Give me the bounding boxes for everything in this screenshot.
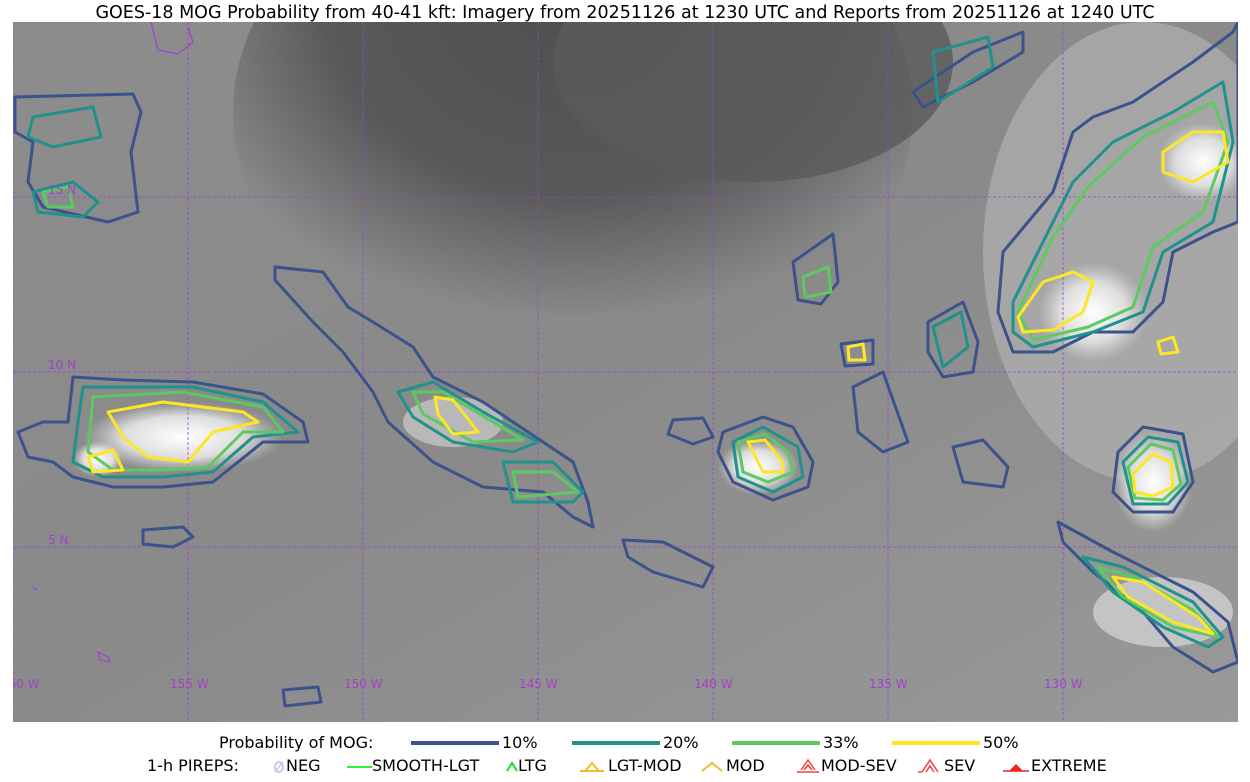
legend-label: NEG <box>286 756 321 775</box>
legend-label: MOD-SEV <box>821 756 897 775</box>
legend-item-extreme: EXTREME <box>1003 756 1107 775</box>
legend-label: SMOOTH-LGT <box>372 756 480 775</box>
legend-label: MOD <box>726 756 765 775</box>
legend-label: SEV <box>944 756 976 775</box>
lon-label: 150 W <box>344 677 383 691</box>
double-caret-symbol-icon <box>918 758 939 773</box>
contour-10pct <box>13 22 1238 708</box>
caret-symbol-icon <box>506 760 518 772</box>
legend-item-mod: MOD <box>700 756 765 775</box>
contour-33pct <box>41 100 1230 639</box>
legend-label: 33% <box>823 733 859 752</box>
line-swatch-icon <box>572 740 660 745</box>
legend-label: 10% <box>502 733 538 752</box>
contour-20pct <box>26 35 1235 649</box>
legend-label: 20% <box>663 733 699 752</box>
line-swatch-icon <box>892 740 980 745</box>
legend-label: LGT-MOD <box>608 756 682 775</box>
legend-item-smooth-lgt: SMOOTH-LGT <box>347 756 479 775</box>
caret-bar-symbol-icon <box>580 760 604 772</box>
line-swatch-icon <box>411 740 499 745</box>
lat-label: 15 N <box>48 183 76 197</box>
satellite-map: 160 W 155 W 150 W 145 W 140 W 135 W 130 … <box>13 22 1238 722</box>
legend-item-10pct: 10% <box>411 733 538 752</box>
neg-symbol-icon <box>274 760 284 773</box>
axis-tick-labels: 160 W 155 W 150 W 145 W 140 W 135 W 130 … <box>13 183 1083 691</box>
coastline-islands <box>32 22 194 663</box>
double-caret-bar-symbol-icon <box>797 758 819 773</box>
line-symbol-icon <box>347 765 372 768</box>
lat-label: 10 N <box>48 358 76 372</box>
lon-label: 155 W <box>170 677 209 691</box>
legend-label: 50% <box>983 733 1019 752</box>
lon-label: 160 W <box>13 677 40 691</box>
legend-label: LTG <box>518 756 547 775</box>
chart-title: GOES-18 MOG Probability from 40-41 kft: … <box>95 3 1155 23</box>
probability-legend-title: Probability of MOG: <box>219 733 374 752</box>
lon-label: 135 W <box>869 677 908 691</box>
legend-item-mod-sev: MOD-SEV <box>797 756 897 775</box>
legend-item-33pct: 33% <box>732 733 859 752</box>
legend-item-neg: NEG <box>272 756 320 775</box>
legend-item-50pct: 50% <box>892 733 1019 752</box>
caret-symbol-icon <box>701 761 723 772</box>
mog-contours <box>13 22 1238 708</box>
filled-triangle-symbol-icon <box>1003 763 1029 772</box>
contour-50pct <box>86 130 1230 636</box>
lon-label: 130 W <box>1044 677 1083 691</box>
legend-item-20pct: 20% <box>572 733 699 752</box>
legend-item-ltg: LTG <box>506 756 547 775</box>
lat-label: 5 N <box>48 533 68 547</box>
lon-label: 140 W <box>694 677 733 691</box>
lon-label: 145 W <box>519 677 558 691</box>
legend-label: EXTREME <box>1031 756 1107 775</box>
legend-item-lgt-mod: LGT-MOD <box>578 756 682 775</box>
probability-legend: Probability of MOG: 10% 20% 33% 50% <box>0 733 1250 753</box>
pireps-legend-title: 1-h PIREPS: <box>147 756 239 775</box>
line-swatch-icon <box>732 740 820 745</box>
pireps-legend: 1-h PIREPS: NEG SMOOTH-LGT LTG LGT-MOD M… <box>0 756 1250 776</box>
legend-item-sev: SEV <box>918 756 975 775</box>
